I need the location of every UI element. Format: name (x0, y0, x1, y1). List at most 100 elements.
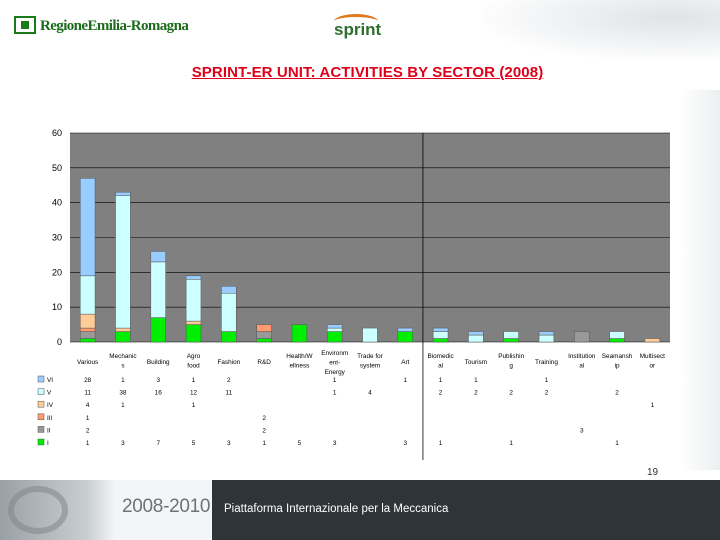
bar-segment (185, 275, 202, 280)
bar-segment (609, 331, 625, 339)
x-tick-label: Trade for (357, 353, 384, 360)
y-tick-label: 0 (57, 337, 62, 347)
data-cell: 3 (121, 440, 125, 447)
x-tick-label: Mechanic (109, 353, 137, 360)
bar-segment (79, 313, 96, 329)
bar-segment (185, 324, 202, 343)
x-tick-label: system (360, 363, 380, 370)
data-cell: 4 (86, 402, 90, 409)
bar-segment (291, 324, 308, 343)
bar-segment (79, 338, 96, 343)
bar-segment (79, 331, 96, 339)
footer-years: 2008-2010 (122, 496, 211, 517)
bar-segment (362, 327, 378, 343)
data-cell: 1 (404, 377, 408, 384)
data-cell: 2 (262, 415, 266, 422)
y-tick-label: 40 (52, 198, 62, 208)
bar-segment (150, 251, 166, 263)
bar-segment (79, 327, 96, 332)
y-tick-label: 20 (52, 267, 62, 277)
bar-segment (150, 261, 166, 318)
bar-segment (468, 331, 484, 336)
data-cell: 1 (121, 377, 125, 384)
x-tick-label: ent- (329, 360, 340, 367)
x-tick-label: al (579, 363, 584, 370)
legend-label: II (47, 427, 51, 434)
data-cell: 7 (156, 440, 160, 447)
data-cell: 1 (86, 440, 90, 447)
data-cell: 3 (404, 440, 408, 447)
data-cell: 5 (192, 440, 196, 447)
legend-swatch (37, 388, 45, 395)
data-cell: 5 (298, 440, 302, 447)
x-tick-label: Tourism (465, 359, 487, 366)
bar-segment (432, 331, 449, 339)
footer: 2008-2010 Piattaforma Internazionale per… (0, 480, 720, 540)
legend-label: I (47, 440, 49, 447)
legend-label: III (47, 415, 53, 422)
bar-segment (150, 317, 166, 343)
chart-container: 0 10 20 30 40 50 60 Various Mechanic s Building Agr… (26, 112, 681, 464)
legend-swatch (37, 413, 45, 421)
x-tick-label: g (509, 363, 513, 370)
data-cell: 3 (156, 377, 160, 384)
bar-segment (115, 195, 131, 329)
x-tick-label: Building (147, 359, 170, 366)
data-cell: 1 (545, 377, 549, 384)
bar-segment (397, 327, 413, 332)
bar-segment (538, 331, 555, 336)
x-tick-label: Multisect (640, 353, 665, 360)
y-tick-label: 30 (52, 233, 62, 243)
bar-segment (397, 331, 413, 343)
data-cell: 16 (155, 390, 163, 397)
data-cell: 1 (509, 440, 513, 447)
bar-segment (79, 178, 96, 277)
data-cell: 1 (121, 402, 125, 409)
x-tick-label: R&D (257, 359, 271, 366)
x-tick-label: Training (535, 359, 558, 366)
bar-segment (468, 334, 484, 343)
bar-segment (327, 331, 343, 343)
data-cell: 2 (262, 427, 266, 434)
bar-segment (256, 338, 272, 343)
sprint-logo-text: sprint (334, 20, 382, 39)
data-cell: 2 (227, 377, 231, 384)
gear-icon (8, 486, 68, 534)
bar-segment (432, 338, 449, 343)
data-cell: 1 (333, 377, 337, 384)
footer-tagline: Piattaforma Internazionale per la Meccan… (224, 503, 449, 515)
data-cell: 1 (651, 402, 655, 409)
bar-segment (574, 331, 590, 343)
sprint-logo: sprint (330, 14, 384, 42)
data-cell: 1 (262, 440, 266, 447)
bar-segment (115, 331, 131, 343)
bar-segment (256, 324, 272, 332)
side-decoration (680, 90, 720, 470)
x-tick-label: Health/W (286, 353, 313, 360)
legend-label: V (47, 390, 52, 397)
legend-swatch (37, 426, 45, 433)
bar-segment (221, 286, 237, 294)
data-cell: 1 (333, 390, 337, 397)
legend-swatch (37, 438, 45, 446)
x-tick-label: Art (401, 359, 409, 366)
data-cell: 2 (439, 390, 443, 397)
data-cell: 11 (84, 390, 91, 397)
y-tick-label: 50 (52, 163, 62, 173)
x-tick-label: Energy (325, 369, 346, 376)
legend-label: IV (47, 402, 54, 409)
header-decoration (480, 0, 720, 60)
bar-segment (185, 320, 202, 325)
bar-segment (503, 331, 519, 339)
x-tick-label: al (438, 363, 443, 370)
x-tick-label: s (121, 363, 124, 370)
data-cell: 2 (545, 390, 549, 397)
bar-segment (221, 292, 237, 332)
x-tick-label: Fashion (217, 359, 240, 366)
bar-segment (79, 275, 96, 315)
x-tick-label: Environm (321, 350, 348, 357)
x-tick-label: ip (615, 363, 620, 370)
bar-segment (432, 327, 449, 332)
bar-segment (538, 334, 555, 343)
stacked-bar-chart: 0 10 20 30 40 50 60 Various Mechanic s Building Agr… (37, 128, 670, 460)
